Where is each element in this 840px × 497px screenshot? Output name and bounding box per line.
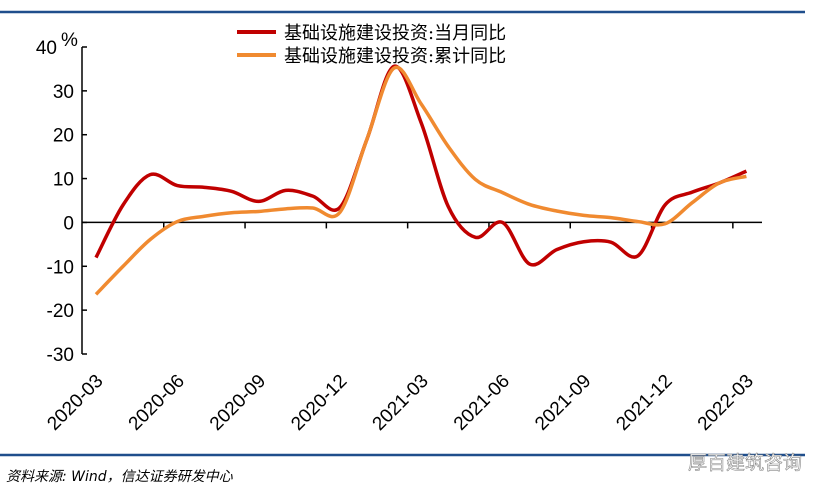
source-note: 资料来源: Wind，信达证券研发中心 [6, 469, 233, 485]
x-tick-label: 2020-03 [43, 371, 107, 435]
y-tick-label: 10 [53, 170, 74, 191]
y-tick-label: 40 [36, 38, 57, 59]
y-tick-label: -20 [47, 301, 74, 322]
y-tick-label: -30 [47, 345, 74, 366]
watermark: 厚百建筑咨询 [688, 452, 803, 475]
x-tick-label: 2021-06 [450, 371, 514, 435]
x-tick-label: 2020-06 [125, 371, 189, 435]
x-tick-label: 2020-09 [206, 371, 270, 435]
y-axis-unit: % [61, 30, 78, 51]
x-tick-label: 2021-12 [612, 371, 676, 435]
x-tick-label: 2021-03 [369, 371, 433, 435]
legend-label: 基础设施建设投资:当月同比 [284, 23, 506, 44]
y-tick-label: 0 [63, 213, 74, 234]
y-tick-label: 30 [53, 82, 74, 103]
x-tick-label: 2020-12 [287, 371, 351, 435]
legend-label: 基础设施建设投资:累计同比 [284, 46, 506, 67]
y-tick-label: 20 [53, 126, 74, 147]
series-line-cumulative-yoy [94, 65, 747, 296]
x-tick-label: 2021-09 [531, 371, 595, 435]
x-tick-label: 2022-03 [694, 371, 758, 435]
series-line-monthly-yoy [94, 64, 748, 267]
y-tick-label: -10 [47, 257, 74, 278]
